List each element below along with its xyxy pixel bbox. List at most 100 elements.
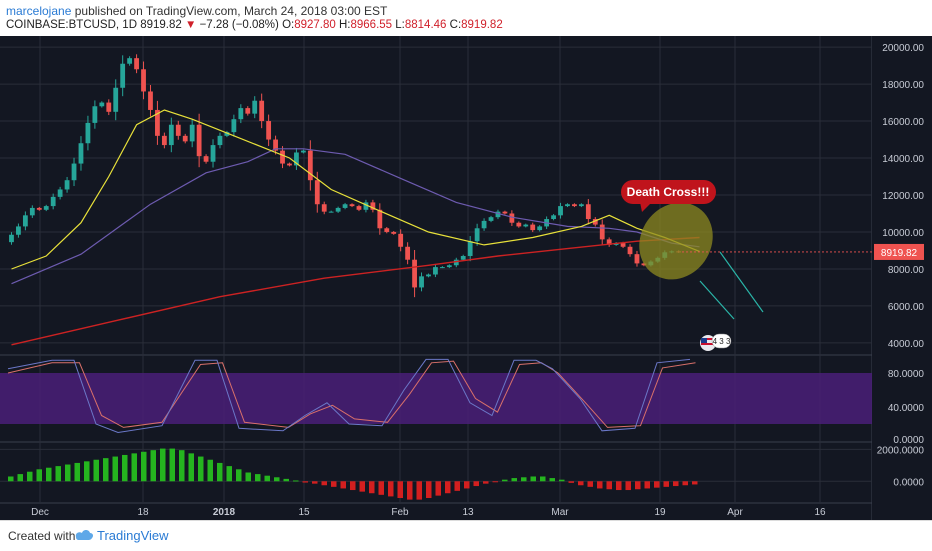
down-candle xyxy=(592,219,598,225)
down-candle xyxy=(627,246,633,255)
projection-line xyxy=(699,280,735,320)
down-candle xyxy=(641,263,647,266)
up-candle xyxy=(495,211,501,218)
macd-tick-label: 2000.0000 xyxy=(877,445,925,456)
up-candle xyxy=(558,206,563,216)
macd-bar-negative xyxy=(682,481,688,486)
x-tick-label: Dec xyxy=(31,507,49,518)
up-candle xyxy=(189,124,195,142)
macd-bar-positive xyxy=(264,475,270,482)
down-candle xyxy=(182,135,188,142)
macd-bar-positive xyxy=(55,466,61,482)
up-candle xyxy=(481,220,487,229)
x-tick-label: 2018 xyxy=(213,507,236,518)
down-candle xyxy=(175,124,181,136)
tradingview-logo-icon xyxy=(75,530,94,540)
x-tick-label: 15 xyxy=(298,507,310,518)
y-tick-label: 12000.00 xyxy=(882,191,924,202)
macd-bar-negative xyxy=(625,481,631,491)
macd-bar-negative xyxy=(454,481,460,491)
chart-background xyxy=(0,36,932,520)
macd-bar-positive xyxy=(293,480,299,482)
up-candle xyxy=(127,58,133,64)
up-candle xyxy=(168,124,174,146)
high-value: 8966.55 xyxy=(350,19,393,31)
author-link[interactable]: marcelojane xyxy=(6,4,72,18)
macd-bar-negative xyxy=(568,481,574,483)
axes-labels: 20000.00 18000.00 16000.00 14000.00 12000.00… xyxy=(31,43,924,518)
stochastic-lines xyxy=(7,358,696,434)
macd-bar-positive xyxy=(150,450,156,482)
up-candle xyxy=(439,267,445,269)
close-value: 8919.82 xyxy=(461,19,503,31)
price-axis[interactable] xyxy=(872,36,932,520)
y-tick-label: 4000.00 xyxy=(888,339,925,350)
up-candle xyxy=(433,267,438,275)
up-candle xyxy=(453,259,459,266)
annotations[interactable]: Death Cross!!! 4 3 3 xyxy=(621,180,764,351)
macd-bar-positive xyxy=(530,476,536,482)
high-label: H: xyxy=(338,19,351,31)
up-candle xyxy=(523,224,529,227)
moving-averages xyxy=(11,109,700,346)
macd-bar-negative xyxy=(606,481,612,490)
down-candle xyxy=(196,124,202,157)
created-with-text: Created with xyxy=(8,529,76,543)
x-tick-label: Mar xyxy=(551,507,569,518)
projection-line xyxy=(719,251,764,313)
up-candle xyxy=(78,143,84,164)
macd-bar-positive xyxy=(188,453,194,482)
macd-bar-positive xyxy=(103,458,109,482)
macd-bar-positive xyxy=(255,474,261,482)
up-candle xyxy=(210,145,216,162)
macd-bar-negative xyxy=(388,481,394,497)
macd-bar-negative xyxy=(369,481,375,494)
macd-bar-positive xyxy=(207,459,213,482)
x-tick-label: 16 xyxy=(814,507,826,518)
macd-bar-negative xyxy=(426,481,432,499)
up-candle xyxy=(99,102,105,107)
down-candle xyxy=(245,108,251,114)
down-candle xyxy=(572,204,577,207)
up-candle xyxy=(85,122,91,144)
down-candle xyxy=(377,209,383,229)
stoch-tick-label: 40.0000 xyxy=(888,403,925,414)
tradingview-brand-link[interactable]: TradingView xyxy=(97,528,169,543)
up-candle xyxy=(328,211,334,213)
macd-tick-label: 0.0000 xyxy=(893,477,924,488)
up-candle xyxy=(419,276,424,288)
up-candle xyxy=(335,207,341,212)
callout-bubble xyxy=(621,180,716,204)
y-tick-label: 18000.00 xyxy=(882,80,924,91)
stochastic-band xyxy=(0,373,872,424)
macd-bar-negative xyxy=(416,481,422,500)
y-tick-label: 6000.00 xyxy=(888,302,925,313)
down-candle xyxy=(141,69,146,92)
macd-bar-negative xyxy=(635,481,641,490)
macd-bar-positive xyxy=(27,471,33,482)
sma-mid-line xyxy=(11,148,700,285)
up-candle xyxy=(50,196,56,207)
chart-canvas[interactable]: Death Cross!!! 4 3 3 20000.00 18000.00 1600… xyxy=(0,36,932,520)
up-candle xyxy=(71,163,77,181)
down-candle xyxy=(370,202,376,210)
up-candle xyxy=(551,215,556,220)
stoch-k-line xyxy=(7,358,691,434)
macd-bar-positive xyxy=(122,454,128,482)
up-candle xyxy=(22,215,28,227)
x-tick-label: 19 xyxy=(654,507,666,518)
macd-bar-positive xyxy=(217,462,223,482)
publish-line: marcelojane published on TradingView.com… xyxy=(6,4,387,18)
stoch-d-line xyxy=(7,360,696,428)
macd-bar-positive xyxy=(549,478,555,482)
macd-bar-positive xyxy=(131,453,137,482)
up-candle xyxy=(488,217,494,221)
macd-bar-positive xyxy=(17,474,23,482)
macd-bar-negative xyxy=(597,481,603,489)
down-candle xyxy=(384,228,390,232)
macd-bar-positive xyxy=(511,478,517,482)
up-candle xyxy=(446,265,452,268)
macd-bar-negative xyxy=(397,481,403,499)
macd-bar-positive xyxy=(179,450,185,482)
down-arrow-icon: ▼ xyxy=(184,19,197,31)
